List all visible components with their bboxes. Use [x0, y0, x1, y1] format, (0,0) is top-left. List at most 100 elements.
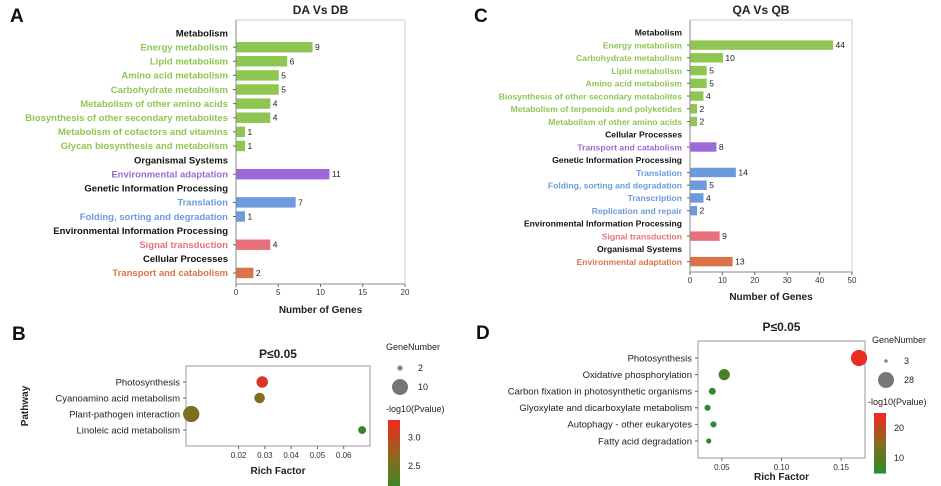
color-legend-gradient-segment — [874, 447, 886, 450]
bar-value-label: 6 — [290, 56, 295, 66]
bar-value-label: 8 — [719, 142, 724, 152]
x-tick-label: 20 — [750, 276, 759, 285]
category-header-metabolism: Metabolism — [176, 28, 228, 39]
color-legend-gradient-segment — [388, 470, 400, 474]
category-label-amino-acid-metabolism: Amino acid metabolism — [121, 71, 228, 82]
bar-value-label: 2 — [699, 206, 704, 216]
x-axis-label: Rich Factor — [754, 472, 809, 483]
bar-value-label: 1 — [247, 212, 252, 222]
color-legend-gradient-segment — [388, 422, 400, 426]
bar-value-label: 2 — [699, 117, 704, 127]
bubble-fatty-acid-degradation — [706, 438, 712, 444]
bar-transport-and-catabolism — [690, 142, 717, 152]
scatter-chart-b: P≤0.05 0.02 0.03 0.04 0.05 0.06 Rich Factor Pat… — [20, 342, 445, 486]
pathway-label-photosynthesis: Photosynthesis — [116, 377, 181, 388]
x-tick-label: 0 — [688, 276, 693, 285]
x-tick-label: 0.03 — [257, 451, 273, 460]
bar-biosynthesis-of-other-secondary-metabolites — [690, 91, 704, 101]
color-legend-gradient-segment — [388, 450, 400, 454]
color-legend-gradient-segment — [874, 421, 886, 424]
bubble-photosynthesis — [256, 376, 269, 388]
color-legend-gradient-segment — [874, 429, 886, 432]
category-label-carbohydrate-metabolism: Carbohydrate metabolism — [576, 53, 682, 63]
color-legend-gradient-segment — [388, 440, 400, 444]
bar-signal-transduction — [690, 231, 720, 241]
bar-value-label: 5 — [281, 85, 286, 95]
bar-value-label: 14 — [738, 167, 748, 177]
bar-environmental-adaptation — [236, 168, 330, 180]
bar-metabolism-of-cofactors-and-vitamins — [236, 126, 245, 138]
color-legend-gradient-segment — [874, 459, 886, 462]
color-legend-gradient-segment — [874, 427, 886, 430]
x-tick-label: 0.05 — [310, 451, 326, 460]
pathway-label-carbon-fixation-in-photosynthetic-organisms: Carbon fixation in photosynthetic organi… — [508, 387, 693, 398]
category-label-metabolism-of-other-amino-acids: Metabolism of other amino acids — [548, 117, 682, 127]
bar-folding-sorting-and-degradation — [236, 211, 245, 222]
color-legend-gradient-segment — [874, 471, 886, 474]
panel-letter-a: A — [10, 6, 24, 27]
chart-title: P≤0.05 — [763, 320, 801, 334]
bar-value-label: 2 — [256, 268, 261, 278]
category-label-transcription: Transcription — [628, 193, 682, 203]
color-legend-gradient-segment — [874, 425, 886, 428]
plot-frame — [185, 365, 371, 447]
pathway-label-fatty-acid-degradation: Fatty acid degradation — [598, 436, 692, 447]
bar-value-label: 2 — [699, 104, 704, 114]
color-legend-tick-label: 20 — [894, 423, 904, 433]
bar-metabolism-of-other-amino-acids — [236, 98, 271, 109]
color-legend-gradient-segment — [388, 480, 400, 484]
color-legend-tick-label: 10 — [894, 453, 904, 463]
bar-value-label: 4 — [706, 91, 711, 101]
color-legend-gradient-segment — [874, 449, 886, 452]
color-legend-tick-label: 2.5 — [408, 461, 421, 471]
size-legend-label: 2 — [418, 363, 423, 373]
bubble-carbon-fixation-in-photosynthetic-organisms — [708, 387, 716, 395]
bar-transport-and-catabolism — [236, 267, 254, 279]
color-legend-gradient-segment — [388, 445, 400, 449]
size-legend-circle — [878, 372, 894, 388]
bar-value-label: 4 — [706, 193, 711, 203]
x-axis-label: Number of Genes — [729, 292, 813, 303]
color-legend-gradient-segment — [874, 435, 886, 438]
color-legend-gradient-segment — [388, 457, 400, 461]
bar-carbohydrate-metabolism — [690, 53, 723, 63]
category-header-environmental-information-processing: Environmental Information Processing — [53, 226, 228, 237]
category-label-transport-and-catabolism: Transport and catabolism — [112, 268, 228, 279]
category-header-cellular-processes: Cellular Processes — [143, 254, 228, 265]
size-legend-title: GeneNumber — [872, 335, 926, 345]
category-label-amino-acid-metabolism: Amino acid metabolism — [586, 79, 683, 89]
size-legend-circle — [884, 359, 888, 363]
x-tick-label: 0 — [234, 288, 239, 297]
category-header-organismal-systems: Organismal Systems — [597, 244, 682, 254]
category-label-glycan-biosynthesis-and-metabolism: Glycan biosynthesis and metabolism — [61, 141, 228, 152]
bar-lipid-metabolism — [690, 65, 707, 76]
bar-value-label: 9 — [722, 231, 727, 241]
color-legend-gradient-segment — [874, 457, 886, 460]
category-header-genetic-information-processing: Genetic Information Processing — [552, 155, 682, 165]
panel-letter-c: C — [474, 6, 488, 27]
color-legend-gradient-segment — [388, 482, 400, 486]
bubble-glyoxylate-and-dicarboxylate-metabolism — [704, 404, 711, 412]
pathway-label-linoleic-acid-metabolism: Linoleic acid metabolism — [77, 425, 181, 436]
color-legend-gradient-segment — [874, 455, 886, 458]
color-legend-gradient-segment — [388, 432, 400, 436]
color-legend-gradient-segment — [388, 477, 400, 481]
x-tick-label: 0.10 — [774, 463, 790, 472]
x-tick-label: 10 — [316, 288, 325, 297]
color-legend-gradient-segment — [874, 417, 886, 420]
bar-value-label: 9 — [315, 42, 320, 52]
color-legend-gradient-segment — [388, 430, 400, 434]
category-label-lipid-metabolism: Lipid metabolism — [611, 66, 682, 76]
bar-value-label: 44 — [836, 40, 846, 50]
bar-carbohydrate-metabolism — [236, 84, 279, 95]
bar-amino-acid-metabolism — [236, 70, 279, 81]
category-label-environmental-adaptation: Environmental adaptation — [576, 257, 682, 267]
color-legend-gradient-segment — [874, 469, 886, 472]
panel-letter-b: B — [12, 324, 26, 345]
scatter-chart-d: P≤0.05 0.05 0.10 0.15 Rich Factor Photosynthe… — [508, 320, 927, 483]
x-tick-label: 30 — [783, 276, 792, 285]
bar-value-label: 4 — [273, 99, 278, 109]
pathway-label-plant-pathogen-interaction: Plant-pathogen interaction — [69, 409, 180, 420]
bar-value-label: 1 — [247, 127, 252, 137]
